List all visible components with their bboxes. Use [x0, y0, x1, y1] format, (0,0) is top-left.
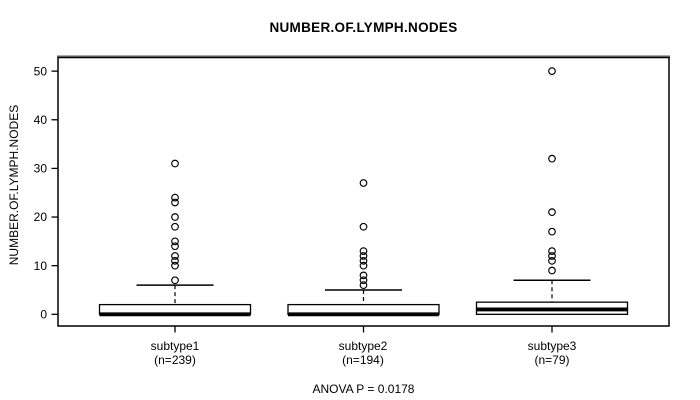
outlier-point — [171, 159, 179, 168]
anova-annotation: ANOVA P = 0.0178 — [312, 382, 415, 396]
outlier-point — [359, 222, 368, 231]
outlier-point — [171, 222, 179, 231]
outlier-point — [548, 256, 556, 265]
group-sublabel: (n=79) — [534, 352, 570, 367]
outlier-point — [548, 252, 556, 260]
outlier-point — [359, 261, 368, 270]
x-label-subtype2: subtype2 (n=194) — [283, 339, 443, 367]
outlier-point — [171, 237, 179, 246]
y-tick-label: 40 — [34, 113, 48, 127]
outlier-point — [548, 208, 556, 217]
outlier-point — [171, 198, 179, 207]
y-tick-label: 50 — [34, 64, 48, 78]
outlier-point — [548, 154, 556, 163]
outlier-point — [359, 179, 368, 187]
outlier-point — [548, 227, 556, 236]
outlier-point — [171, 242, 179, 251]
outlier-point — [359, 256, 368, 265]
x-label-subtype1: subtype1 (n=239) — [95, 339, 255, 367]
outlier-point — [359, 276, 368, 285]
group-sublabel: (n=239) — [154, 352, 196, 367]
outlier-point — [359, 271, 368, 280]
group-label: subtype3 — [527, 339, 577, 353]
outlier-point — [171, 213, 179, 221]
outlier-point — [171, 252, 179, 260]
group-sublabel: (n=194) — [342, 352, 384, 367]
outlier-point — [171, 276, 179, 285]
y-tick-label: 10 — [34, 259, 48, 273]
outlier-point — [359, 252, 368, 260]
outlier-point — [548, 247, 556, 255]
outlier-point — [359, 247, 368, 255]
outlier-point — [359, 281, 368, 290]
outlier-point — [548, 67, 556, 75]
y-tick-label: 30 — [34, 162, 48, 176]
outlier-point — [171, 256, 179, 265]
x-label-subtype3: subtype3 (n=79) — [472, 339, 632, 367]
outlier-point — [171, 193, 179, 202]
group-label: subtype1 — [150, 339, 200, 353]
outlier-point — [171, 261, 179, 270]
group-label: subtype2 — [338, 339, 388, 353]
outlier-point — [548, 266, 556, 275]
y-tick-label: 0 — [40, 308, 47, 322]
chart-title: NUMBER.OF.LYMPH.NODES — [269, 20, 458, 35]
y-tick-label: 20 — [34, 210, 48, 224]
